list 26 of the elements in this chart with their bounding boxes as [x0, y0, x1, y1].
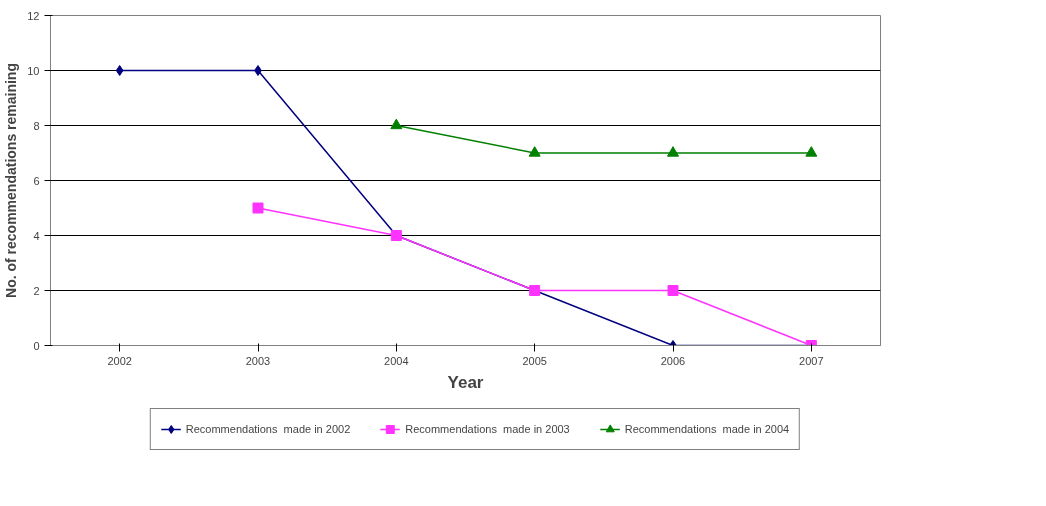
point [528, 146, 541, 157]
point [805, 146, 818, 157]
legend-label: Recommendations made in 2004 [624, 423, 790, 435]
point [390, 118, 403, 130]
point [115, 65, 124, 76]
y-tick-label: 6 [33, 174, 40, 187]
legend-label: Recommendations made in 2003 [405, 423, 570, 435]
x-tick-label: 2003 [245, 354, 271, 367]
y-tick-label: 0 [33, 339, 40, 352]
x-tick-label: 2005 [522, 354, 547, 367]
x-tick-label: 2007 [799, 354, 824, 367]
x-tick-label: 2002 [107, 354, 132, 367]
x-tick-label: 2006 [660, 354, 686, 367]
point [667, 285, 679, 296]
y-axis-title: No. of recommendations remaining [3, 63, 20, 298]
y-tick-label: 4 [33, 229, 40, 242]
x-tick-label: 2004 [384, 354, 409, 367]
point [667, 146, 679, 157]
y-tick-label: 12 [27, 9, 40, 22]
y-tick-label: 10 [27, 64, 40, 77]
y-tick-label: 8 [33, 119, 40, 132]
x-axis-title: Year [447, 372, 484, 392]
point [252, 202, 264, 214]
point [254, 65, 262, 76]
legend-label: Recommendations made in 2002 [185, 423, 351, 435]
y-tick-label: 2 [33, 284, 40, 297]
